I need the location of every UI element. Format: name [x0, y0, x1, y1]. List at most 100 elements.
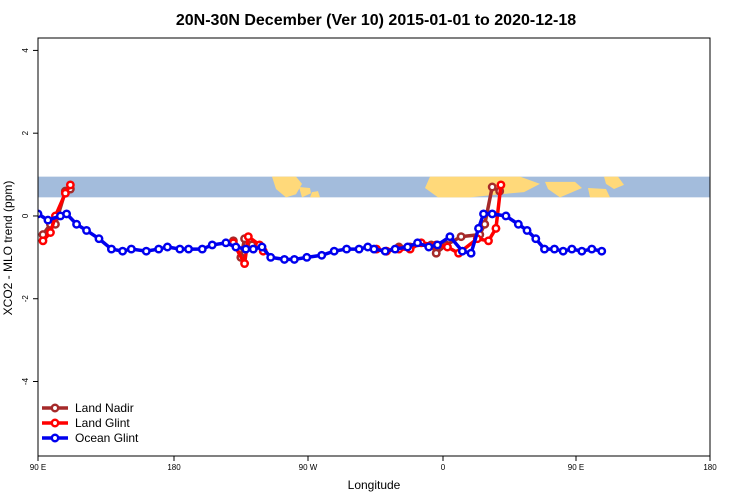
data-point	[466, 248, 476, 258]
data-point	[474, 223, 483, 233]
y-axis: 4 2 0 -2 -4	[21, 48, 38, 385]
data-point	[433, 240, 442, 250]
data-point	[184, 244, 194, 254]
data-point	[431, 248, 441, 258]
data-point	[501, 211, 511, 221]
data-point	[240, 259, 250, 269]
data-point	[60, 188, 70, 198]
data-point	[141, 246, 151, 256]
data-point	[390, 244, 400, 254]
data-point	[445, 232, 455, 242]
y-tick-label: -4	[21, 377, 30, 385]
data-point	[342, 244, 352, 254]
data-point	[94, 234, 104, 244]
y-tick-label: 2	[21, 130, 30, 135]
data-point	[231, 242, 241, 252]
data-point	[456, 232, 466, 242]
y-axis-label: XCO2 - MLO trend (ppm)	[1, 181, 15, 316]
data-point	[487, 182, 497, 192]
y-tick-label: -2	[21, 295, 30, 303]
data-point	[577, 246, 587, 256]
data-point	[279, 254, 289, 264]
data-point	[369, 244, 379, 254]
legend-label: Ocean Glint	[75, 431, 139, 445]
data-point	[38, 236, 48, 246]
x-axis: 90 E 180 90 W 0 90 E 180	[30, 456, 717, 472]
data-point	[65, 180, 75, 190]
data-point	[484, 236, 493, 246]
data-point	[487, 209, 497, 219]
x-tick-label: 0	[441, 463, 446, 472]
map-land-6	[604, 176, 624, 190]
y-tick-label: 0	[21, 213, 30, 218]
map-land-0	[272, 176, 302, 198]
map-land-4	[545, 181, 582, 198]
map-land-5	[588, 188, 610, 198]
x-tick-label: 90 W	[299, 463, 318, 472]
data-point	[266, 252, 276, 262]
data-point	[403, 242, 413, 252]
x-tick-label: 90 E	[568, 463, 584, 472]
legend-swatch-marker	[50, 403, 60, 413]
map-land-2	[310, 191, 320, 198]
x-tick-label: 180	[703, 463, 717, 472]
data-point	[289, 254, 299, 264]
data-point	[479, 209, 488, 219]
chart-title: 20N-30N December (Ver 10) 2015-01-01 to …	[176, 12, 576, 29]
data-point	[241, 244, 251, 254]
data-point	[175, 244, 185, 254]
data-point	[531, 234, 541, 244]
data-point	[522, 225, 532, 235]
data-point	[380, 246, 390, 256]
map-ocean	[38, 176, 710, 198]
plot-frame	[37, 37, 711, 457]
x-tick-label: 180	[167, 463, 181, 472]
data-point	[118, 246, 128, 256]
data-point	[243, 232, 253, 242]
data-point	[207, 240, 217, 250]
legend-swatch-marker	[50, 418, 60, 428]
data-point	[62, 209, 72, 219]
world-map-band	[38, 176, 710, 198]
data-point	[317, 250, 327, 260]
data-point	[587, 244, 597, 254]
legend-label: Land Glint	[75, 416, 130, 430]
data-point	[38, 209, 43, 219]
map-land-3	[425, 176, 540, 198]
data-point	[549, 244, 559, 254]
data-point	[496, 180, 506, 190]
data-point	[248, 244, 258, 254]
data-point	[513, 219, 523, 229]
y-tick-label: 4	[21, 48, 30, 53]
data-point	[424, 242, 434, 252]
data-point	[45, 228, 55, 237]
data-point	[154, 244, 164, 254]
data-point	[162, 242, 172, 252]
data-point	[354, 244, 364, 254]
series-ocean-glint	[38, 209, 607, 264]
data-point	[597, 246, 607, 256]
data-point	[302, 252, 312, 262]
legend-swatch-marker	[50, 433, 60, 443]
x-axis-label: Longitude	[348, 478, 401, 492]
data-point	[106, 244, 116, 254]
data-point	[43, 215, 53, 225]
legend-label: Land Nadir	[75, 401, 134, 415]
data-point	[126, 244, 136, 254]
series-layer	[38, 180, 607, 269]
data-point	[567, 244, 577, 254]
data-point	[257, 242, 267, 252]
data-point	[491, 223, 501, 233]
data-point	[442, 242, 452, 252]
data-point	[329, 246, 339, 256]
data-point	[540, 244, 549, 254]
data-point	[197, 244, 207, 254]
map-land-1	[299, 186, 311, 198]
data-point	[82, 225, 91, 235]
data-point	[221, 238, 231, 248]
data-point	[72, 219, 82, 229]
x-tick-label: 90 E	[30, 463, 46, 472]
data-point	[457, 246, 467, 256]
